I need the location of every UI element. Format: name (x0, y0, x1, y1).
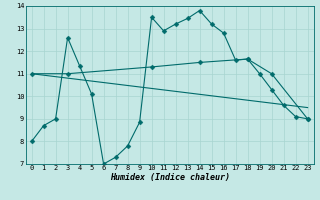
X-axis label: Humidex (Indice chaleur): Humidex (Indice chaleur) (109, 173, 230, 182)
